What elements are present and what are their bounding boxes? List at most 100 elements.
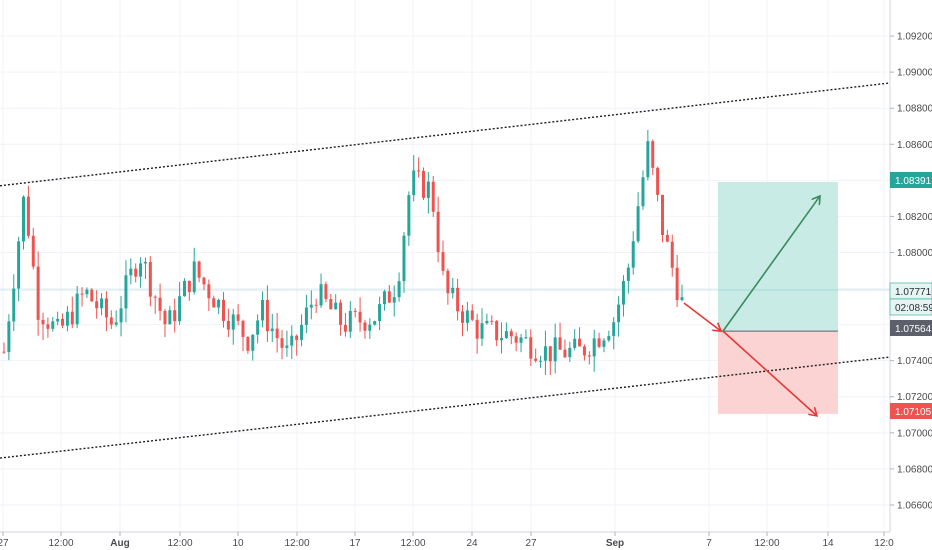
trade-position-zones[interactable] [718, 181, 838, 414]
candle-body [256, 320, 260, 335]
candle-body [324, 284, 328, 300]
candle-body [212, 298, 216, 308]
candle-body [134, 268, 138, 277]
candle-body [109, 317, 113, 325]
candle-body [524, 337, 528, 339]
profit-zone [718, 181, 838, 332]
y-tick-label: 1.07200 [897, 392, 932, 403]
candle-body [75, 293, 79, 325]
candle-body [143, 261, 147, 264]
candle-body [197, 261, 201, 278]
x-tick-label: Sep [606, 538, 624, 549]
candle-body [339, 302, 343, 325]
x-tick-label: 7 [706, 538, 712, 549]
candle-body [275, 328, 279, 339]
y-tick-label: 1.08800 [897, 104, 932, 115]
candle-body [621, 280, 625, 305]
candle-body [173, 310, 177, 322]
y-tick-label: 1.08200 [897, 212, 932, 223]
candle-body [17, 241, 21, 289]
candle-body [221, 299, 225, 321]
candle-body [382, 291, 386, 305]
candle-body [475, 319, 479, 339]
candle-body [607, 336, 611, 341]
x-tick-label: 12:0 [874, 538, 894, 549]
x-tick-label: 10 [232, 538, 244, 549]
y-tick-label: 1.07400 [897, 356, 932, 367]
candle-body [680, 297, 684, 301]
x-axis-ticks: 27 12:00 Aug 12:00 10 12:00 17 12:00 24 27 Sep 7 12:… [0, 532, 894, 549]
candle-body [504, 331, 508, 339]
candle-body [368, 324, 372, 331]
x-tick-label: Aug [110, 538, 129, 549]
candle-body [446, 270, 450, 294]
candle-body [529, 337, 533, 359]
candle-body [348, 310, 352, 332]
candle-body [387, 291, 391, 303]
candle-body [285, 345, 289, 348]
candle-body [265, 299, 269, 332]
target-badge: 1.08391 [890, 172, 932, 188]
candle-body [36, 266, 40, 320]
candle-body [451, 287, 455, 294]
x-tick-label: 27 [525, 538, 537, 549]
y-axis-ticks: 1.066001.068001.070001.072001.074001.076… [890, 32, 932, 511]
candle-body [2, 351, 6, 353]
projection-arrows[interactable] [683, 196, 820, 416]
candle-body [378, 304, 382, 322]
candle-body [12, 288, 16, 322]
candle-body [217, 299, 221, 308]
candle-body [319, 284, 323, 306]
candle-body [182, 280, 186, 297]
candle-body [158, 297, 162, 311]
candle-body [617, 304, 621, 323]
candle-body [104, 298, 108, 318]
candle-body [26, 196, 30, 236]
candle-body [470, 310, 474, 320]
x-tick-label: 17 [349, 538, 361, 549]
candle-body [7, 321, 11, 352]
trend-channel[interactable] [0, 82, 891, 459]
candle-body [153, 296, 157, 298]
candle-body [207, 284, 211, 299]
candle-body [246, 337, 250, 351]
target-badge-text: 1.08391 [895, 176, 932, 187]
candle-body [95, 301, 99, 309]
candle-body [85, 289, 89, 295]
candle-body [163, 310, 167, 325]
candle-body [641, 177, 645, 207]
candle-body [280, 338, 284, 348]
candle-body [187, 280, 191, 293]
y-tick-label: 1.08600 [897, 140, 932, 151]
candle-body [114, 322, 118, 325]
candle-body [353, 310, 357, 312]
candle-body [602, 340, 606, 347]
channel-upper-line [0, 82, 891, 187]
stop-badge-text: 1.07105 [895, 407, 932, 418]
candle-body [587, 355, 591, 357]
candle-body [651, 141, 655, 168]
candle-body [358, 311, 362, 323]
candle-body [226, 320, 230, 330]
candle-body [251, 334, 255, 351]
candle-body [553, 337, 557, 362]
candle-body [290, 335, 294, 346]
candle-body [334, 302, 338, 310]
candle-body [270, 328, 274, 332]
candle-body [392, 297, 396, 303]
candle-body [539, 360, 543, 362]
candle-body [573, 338, 577, 348]
candle-body [90, 289, 94, 302]
x-tick-label: 12:00 [754, 538, 779, 549]
countdown-badge-text: 02:08:59 [895, 303, 932, 314]
axes [0, 0, 891, 533]
candle-body [70, 311, 74, 325]
candle-body [41, 319, 45, 325]
candle-body [178, 296, 182, 322]
candle-body [636, 206, 640, 242]
candle-body [582, 346, 586, 356]
candle-body [612, 322, 616, 337]
candle-body [568, 347, 572, 358]
candle-body [168, 310, 172, 325]
